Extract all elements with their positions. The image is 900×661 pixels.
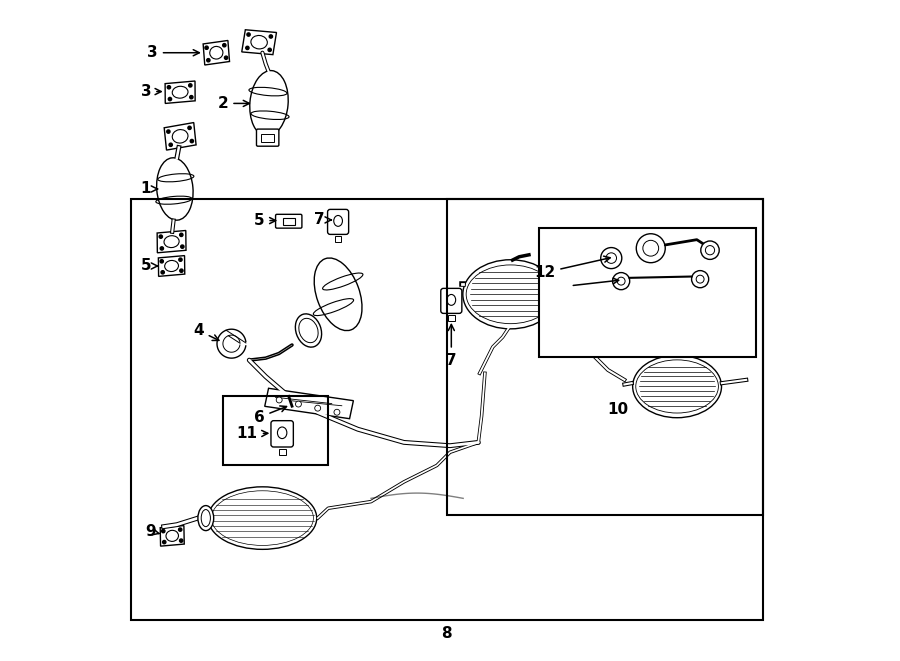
Circle shape — [181, 245, 184, 249]
Circle shape — [276, 397, 282, 403]
Ellipse shape — [172, 87, 188, 98]
Ellipse shape — [633, 355, 722, 418]
Ellipse shape — [208, 487, 317, 549]
Text: 3: 3 — [148, 45, 199, 60]
Ellipse shape — [165, 260, 178, 272]
Circle shape — [334, 409, 340, 415]
Circle shape — [222, 44, 226, 47]
Circle shape — [180, 233, 183, 237]
Circle shape — [179, 258, 182, 261]
Circle shape — [162, 529, 165, 533]
Circle shape — [168, 97, 172, 100]
Bar — [223, 397, 328, 465]
Polygon shape — [158, 256, 184, 276]
Circle shape — [167, 86, 171, 89]
FancyBboxPatch shape — [441, 288, 462, 313]
Circle shape — [295, 401, 302, 407]
Text: 1: 1 — [140, 182, 158, 196]
Text: 3: 3 — [140, 84, 161, 99]
Ellipse shape — [334, 215, 342, 226]
Bar — [335, 237, 341, 243]
Ellipse shape — [157, 158, 194, 220]
Circle shape — [190, 96, 193, 99]
Circle shape — [269, 35, 273, 38]
Polygon shape — [203, 40, 230, 65]
Polygon shape — [242, 30, 276, 55]
Bar — [539, 229, 756, 357]
Bar — [448, 315, 454, 321]
Polygon shape — [164, 122, 196, 150]
Bar — [283, 218, 294, 225]
Polygon shape — [265, 388, 354, 418]
Text: 8: 8 — [441, 626, 452, 641]
Text: 4: 4 — [194, 323, 219, 340]
Circle shape — [179, 539, 183, 542]
Text: 5: 5 — [140, 258, 158, 274]
Bar — [446, 199, 762, 515]
Ellipse shape — [277, 427, 287, 439]
Ellipse shape — [198, 506, 213, 531]
Circle shape — [178, 528, 182, 531]
Circle shape — [613, 272, 630, 290]
Ellipse shape — [463, 260, 558, 329]
FancyBboxPatch shape — [256, 129, 279, 146]
Text: 9: 9 — [145, 524, 159, 539]
Circle shape — [160, 247, 164, 250]
Text: 10: 10 — [608, 402, 628, 417]
Ellipse shape — [172, 130, 188, 143]
Circle shape — [315, 405, 320, 411]
FancyBboxPatch shape — [271, 420, 293, 447]
Circle shape — [207, 59, 210, 62]
Ellipse shape — [166, 530, 178, 541]
Ellipse shape — [447, 294, 455, 305]
Polygon shape — [158, 231, 186, 253]
Circle shape — [188, 126, 191, 130]
Ellipse shape — [250, 71, 288, 136]
Circle shape — [246, 46, 249, 50]
Text: 11: 11 — [237, 426, 268, 442]
Bar — [279, 449, 286, 455]
Circle shape — [617, 277, 626, 285]
FancyBboxPatch shape — [275, 214, 302, 228]
Bar — [261, 134, 274, 141]
Circle shape — [160, 260, 164, 263]
Circle shape — [224, 56, 228, 59]
Circle shape — [161, 270, 165, 274]
Bar — [130, 199, 762, 620]
Circle shape — [247, 33, 250, 36]
Text: 2: 2 — [218, 96, 249, 111]
Ellipse shape — [295, 314, 321, 347]
Circle shape — [169, 143, 173, 147]
Circle shape — [190, 139, 194, 143]
Circle shape — [268, 48, 271, 52]
Ellipse shape — [251, 36, 267, 49]
Circle shape — [166, 130, 170, 134]
Circle shape — [180, 269, 183, 272]
FancyBboxPatch shape — [328, 210, 348, 235]
Text: 12: 12 — [534, 256, 610, 280]
Circle shape — [159, 235, 162, 238]
Circle shape — [606, 253, 616, 263]
Ellipse shape — [164, 236, 179, 248]
Ellipse shape — [314, 258, 362, 330]
Circle shape — [163, 541, 166, 544]
Circle shape — [205, 46, 208, 50]
Polygon shape — [160, 525, 184, 546]
Circle shape — [189, 84, 192, 87]
Text: 6: 6 — [254, 406, 286, 425]
Circle shape — [701, 241, 719, 259]
Text: 7: 7 — [314, 212, 331, 227]
Circle shape — [600, 248, 622, 268]
Text: 7: 7 — [446, 325, 456, 368]
Polygon shape — [165, 81, 195, 103]
Text: 5: 5 — [254, 213, 275, 228]
Circle shape — [691, 270, 708, 288]
Ellipse shape — [210, 46, 223, 59]
Circle shape — [636, 234, 665, 262]
